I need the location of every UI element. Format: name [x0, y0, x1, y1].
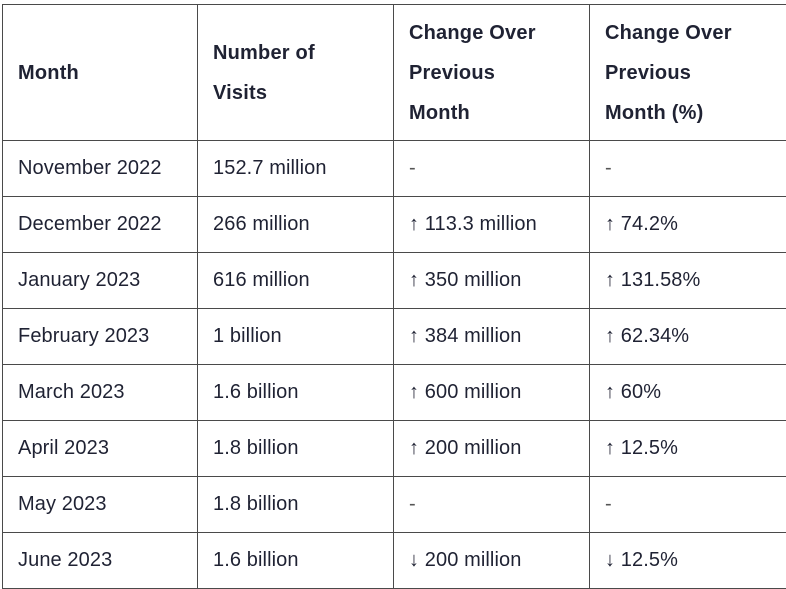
table-body: November 2022 152.7 million - - December…: [3, 141, 786, 589]
cell-change-percent: -: [590, 141, 786, 197]
table-row: November 2022 152.7 million - -: [3, 141, 786, 197]
visits-table: Month Number of Visits Change Over Previ…: [2, 4, 786, 589]
cell-month: June 2023: [3, 533, 198, 589]
cell-visits: 616 million: [198, 253, 394, 309]
cell-change: -: [394, 477, 590, 533]
cell-visits: 1.6 billion: [198, 365, 394, 421]
header-number-of-visits: Number of Visits: [198, 5, 394, 141]
cell-change: ↑ 113.3 million: [394, 197, 590, 253]
cell-change-percent: ↓ 12.5%: [590, 533, 786, 589]
cell-change: ↑ 600 million: [394, 365, 590, 421]
cell-visits: 1.6 billion: [198, 533, 394, 589]
cell-change-percent: ↑ 62.34%: [590, 309, 786, 365]
cell-visits: 152.7 million: [198, 141, 394, 197]
cell-month: March 2023: [3, 365, 198, 421]
header-change-over-previous-month-percent: Change Over Previous Month (%): [590, 5, 786, 141]
table-row: May 2023 1.8 billion - -: [3, 477, 786, 533]
cell-change: ↑ 384 million: [394, 309, 590, 365]
cell-visits: 1 billion: [198, 309, 394, 365]
cell-visits: 266 million: [198, 197, 394, 253]
table-header: Month Number of Visits Change Over Previ…: [3, 5, 786, 141]
cell-change: ↑ 350 million: [394, 253, 590, 309]
header-row: Month Number of Visits Change Over Previ…: [3, 5, 786, 141]
table-row: February 2023 1 billion ↑ 384 million ↑ …: [3, 309, 786, 365]
header-change-over-previous-month: Change Over Previous Month: [394, 5, 590, 141]
table-row: June 2023 1.6 billion ↓ 200 million ↓ 12…: [3, 533, 786, 589]
cell-change: -: [394, 141, 590, 197]
cell-visits: 1.8 billion: [198, 421, 394, 477]
cell-change-percent: -: [590, 477, 786, 533]
table-row: December 2022 266 million ↑ 113.3 millio…: [3, 197, 786, 253]
cell-month: November 2022: [3, 141, 198, 197]
table-row: April 2023 1.8 billion ↑ 200 million ↑ 1…: [3, 421, 786, 477]
cell-change-percent: ↑ 131.58%: [590, 253, 786, 309]
cell-change-percent: ↑ 12.5%: [590, 421, 786, 477]
cell-month: April 2023: [3, 421, 198, 477]
cell-change: ↑ 200 million: [394, 421, 590, 477]
cell-month: February 2023: [3, 309, 198, 365]
header-month: Month: [3, 5, 198, 141]
cell-change-percent: ↑ 74.2%: [590, 197, 786, 253]
table-row: March 2023 1.6 billion ↑ 600 million ↑ 6…: [3, 365, 786, 421]
table-row: January 2023 616 million ↑ 350 million ↑…: [3, 253, 786, 309]
cell-change-percent: ↑ 60%: [590, 365, 786, 421]
cell-visits: 1.8 billion: [198, 477, 394, 533]
cell-month: May 2023: [3, 477, 198, 533]
cell-change: ↓ 200 million: [394, 533, 590, 589]
cell-month: January 2023: [3, 253, 198, 309]
cell-month: December 2022: [3, 197, 198, 253]
